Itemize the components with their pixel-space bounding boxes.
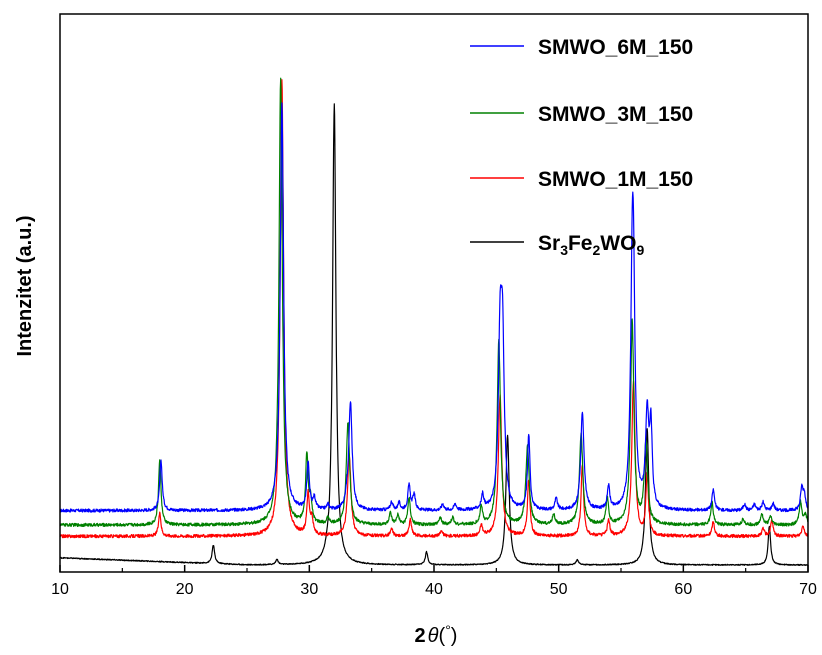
x-tick-label: 40 bbox=[425, 581, 443, 598]
x-tick-label: 60 bbox=[674, 581, 692, 598]
series-line-sr3fe2wo9 bbox=[59, 103, 809, 567]
series-line-smwo_1m_150 bbox=[59, 79, 809, 539]
x-axis-title-close: ) bbox=[451, 625, 458, 647]
legend-label: SMWO_1M_150 bbox=[538, 168, 693, 191]
x-tick-label: 50 bbox=[550, 581, 568, 598]
legend-label: Sr3Fe2WO9 bbox=[538, 232, 644, 258]
series-line-smwo_3m_150 bbox=[59, 77, 809, 528]
x-axis-title-symbol: θ bbox=[428, 625, 439, 647]
legend-label: SMWO_3M_150 bbox=[538, 103, 693, 126]
x-tick-label: 70 bbox=[799, 581, 817, 598]
x-axis: 10 20 30 40 50 60 70 bbox=[51, 565, 817, 598]
series-line-smwo_6m_150 bbox=[59, 102, 809, 513]
legend-label: SMWO_6M_150 bbox=[538, 36, 693, 59]
x-axis-title-main: 2 bbox=[415, 625, 426, 647]
x-tick-label: 30 bbox=[300, 581, 318, 598]
y-axis-title: Intenzitet (a.u.) bbox=[14, 215, 36, 356]
x-tick-label: 10 bbox=[51, 581, 69, 598]
x-axis-title-open: ( bbox=[439, 625, 446, 647]
x-axis-title: 2 θ(°) bbox=[415, 622, 458, 647]
series-group bbox=[59, 77, 809, 567]
plot-frame bbox=[59, 13, 809, 573]
x-tick-label: 20 bbox=[176, 581, 194, 598]
x-axis-title-unit: ° bbox=[445, 622, 451, 638]
legend: SMWO_6M_150 SMWO_3M_150 SMWO_1M_150 Sr3Fe2W… bbox=[470, 36, 693, 258]
